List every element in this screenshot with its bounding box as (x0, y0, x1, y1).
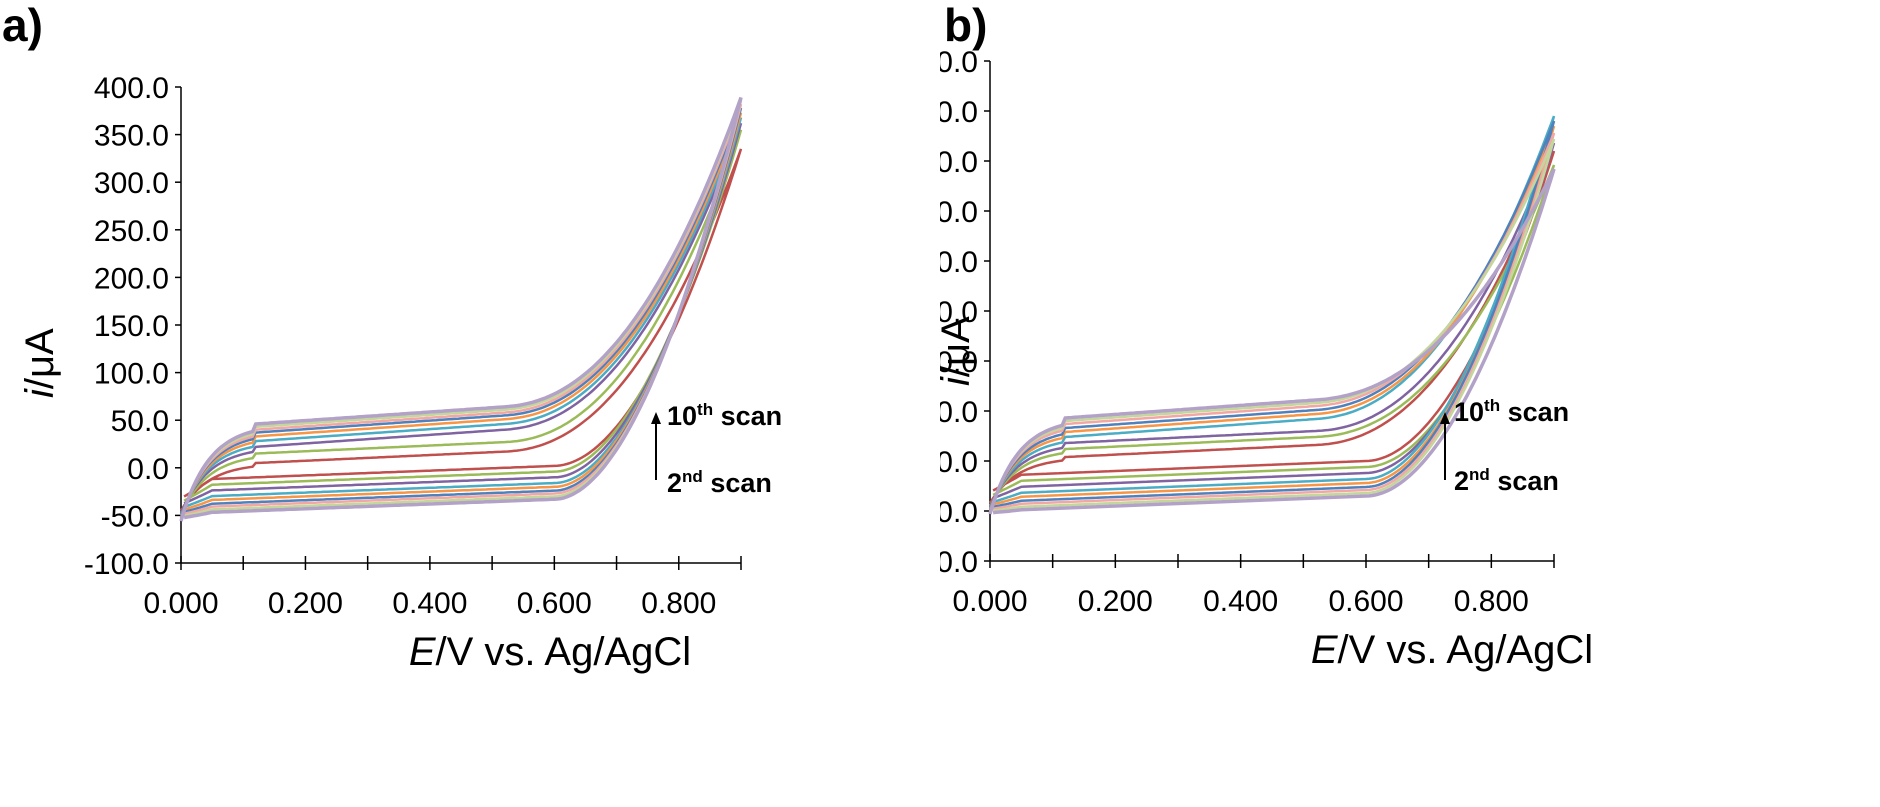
y-tick-label: 150.0 (94, 310, 169, 343)
arrow-up-icon (1440, 412, 1450, 424)
y-tick-label: 300.0 (940, 146, 978, 179)
y-axis-label: i/μA (18, 328, 62, 398)
x-tick-label: 0.600 (517, 587, 592, 620)
cv-scan-line (988, 138, 1556, 514)
panel-label: a) (2, 0, 43, 51)
cv-scan-line (988, 168, 1556, 515)
cv-scan-line (179, 129, 743, 515)
cv-chart-b: -100.0 -50.0 0.0 50.0 100.0 150.0 200.0 250.0 30… (940, 46, 1556, 618)
y-tick-label: -50.0 (101, 500, 169, 533)
x-tick-label: 0.000 (952, 585, 1027, 618)
annotation-10th-scan: 10th scan (667, 400, 783, 431)
y-tick-label: 250.0 (940, 196, 978, 229)
x-axis-label: E/V vs. Ag/AgCl (1202, 630, 1702, 670)
y-tick-label: 250.0 (94, 215, 169, 248)
y-tick-label: 50.0 (940, 396, 978, 429)
y-tick-label: 350.0 (940, 96, 978, 129)
x-tick-label: 0.800 (1454, 585, 1529, 618)
panel-b: b) -100.0 -50.0 0.0 50.0 100.0 150.0 200.0 250.… (934, 0, 1880, 807)
y-tick-label: 400.0 (94, 72, 169, 105)
cv-scan-line (179, 96, 743, 522)
x-tick-label: 0.200 (268, 587, 343, 620)
x-tick-label: 0.600 (1328, 585, 1403, 618)
cv-scan-line (988, 150, 1556, 504)
cv-scan-line (179, 148, 743, 512)
panel-a: a) -100.0 -50.0 0.0 50.0 100.0 150.0 200.0 250.… (2, 0, 800, 672)
x-axis-label-symbol: E (408, 630, 436, 674)
x-axis-label-rest: /V vs. Ag/AgCl (1337, 628, 1594, 672)
x-tick-label: 0.000 (143, 587, 218, 620)
y-tick-label: 400.0 (940, 46, 978, 79)
x-axis-label-symbol: E (1310, 628, 1338, 672)
y-axis-label: i/μA (934, 316, 978, 386)
y-axis-label-unit: /μA (18, 328, 62, 390)
y-tick-label: 100.0 (940, 346, 978, 379)
y-tick-label: -100.0 (84, 548, 169, 581)
y-tick-label: 0.0 (127, 453, 169, 486)
cv-scan-line (988, 132, 1556, 513)
y-tick-label: 150.0 (940, 296, 978, 329)
x-tick-label: 0.200 (1078, 585, 1153, 618)
y-tick-label: 300.0 (94, 167, 169, 200)
annotation-2nd-scan: 2nd scan (1454, 465, 1559, 496)
x-tick-label: 0.400 (392, 587, 467, 620)
annotation-2nd-scan: 2nd scan (667, 467, 772, 498)
y-tick-label: 200.0 (94, 262, 169, 295)
cv-scan-line (988, 142, 1556, 508)
x-tick-label: 0.400 (1203, 585, 1278, 618)
x-axis-label: E/V vs. Ag/AgCl (300, 632, 800, 672)
cv-scan-line (988, 120, 1556, 512)
cv-scan-line (988, 115, 1556, 510)
y-axis-label-unit: /μA (934, 316, 978, 378)
x-tick-label: 0.800 (641, 587, 716, 620)
annotation-10th-scan: 10th scan (1454, 396, 1570, 427)
y-tick-label: -100.0 (940, 546, 978, 579)
y-tick-label: 350.0 (94, 120, 169, 153)
arrow-up-icon (651, 412, 661, 424)
cv-chart-a: -100.0 -50.0 0.0 50.0 100.0 150.0 200.0 250.0 30… (84, 72, 743, 620)
y-tick-label: 200.0 (940, 246, 978, 279)
y-tick-label: 100.0 (94, 358, 169, 391)
x-axis-label-rest: /V vs. Ag/AgCl (435, 630, 692, 674)
y-tick-label: 50.0 (111, 405, 169, 438)
y-axis-label-symbol: i (18, 389, 62, 398)
y-tick-label: -50.0 (940, 496, 978, 529)
y-tick-label: 0.0 (940, 446, 978, 479)
cv-scan-line (988, 164, 1556, 507)
panel-label: b) (944, 0, 988, 51)
y-axis-label-symbol: i (934, 377, 978, 386)
